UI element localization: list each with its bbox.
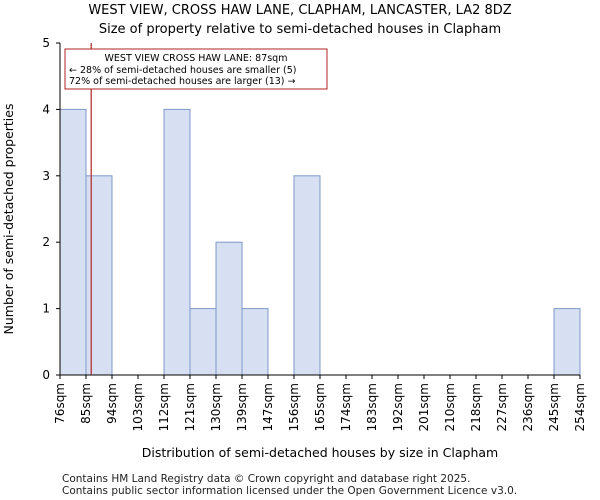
y-axis-title: Number of semi-detached properties [1, 104, 16, 335]
x-tick-label: 112sqm [157, 383, 171, 431]
histogram-bar [215, 241, 243, 376]
x-tick-label: 236sqm [521, 383, 535, 431]
x-tick-label: 227sqm [495, 383, 509, 431]
annotation-box [64, 48, 328, 90]
x-tick-label: 254sqm [573, 383, 587, 431]
y-tick-label: 3 [42, 169, 50, 183]
x-tick-label: 210sqm [443, 383, 457, 431]
x-tick-label: 76sqm [53, 383, 67, 424]
y-tick-label: 5 [42, 36, 50, 50]
x-tick-label: 245sqm [547, 383, 561, 431]
x-tick-label: 218sqm [469, 383, 483, 431]
x-tick-label: 103sqm [131, 383, 145, 431]
y-tick-label: 0 [42, 368, 50, 382]
histogram-bar [241, 308, 269, 376]
histogram-bar [553, 308, 581, 376]
histogram-bar [59, 108, 87, 376]
x-tick-label: 174sqm [339, 383, 353, 431]
y-tick-label: 1 [42, 302, 50, 316]
x-tick-label: 201sqm [417, 383, 431, 431]
histogram-bar [293, 175, 321, 376]
annotation-title: WEST VIEW CROSS HAW LANE: 87sqm [105, 53, 288, 64]
annotation-smaller: ← 28% of semi-detached houses are smalle… [69, 65, 297, 76]
footer-licence: Contains public sector information licen… [62, 485, 518, 497]
x-tick-label: 121sqm [183, 383, 197, 431]
histogram-bar [163, 108, 191, 376]
histogram-bar [85, 175, 113, 376]
x-tick-label: 156sqm [287, 383, 301, 431]
footer-copyright: Contains HM Land Registry data © Crown c… [62, 473, 471, 485]
x-tick-label: 183sqm [365, 383, 379, 431]
x-tick-label: 85sqm [79, 383, 93, 424]
x-axis-title: Distribution of semi-detached houses by … [142, 445, 498, 460]
y-tick-label: 4 [42, 102, 50, 116]
x-tick-label: 147sqm [261, 383, 275, 431]
chart-title-line-2: Size of property relative to semi-detach… [98, 22, 502, 37]
y-tick-label: 2 [42, 235, 50, 249]
x-tick-label: 165sqm [313, 383, 327, 431]
x-tick-label: 94sqm [105, 383, 119, 424]
annotation-larger: 72% of semi-detached houses are larger (… [69, 76, 296, 87]
chart-title-line-1: WEST VIEW, CROSS HAW LANE, CLAPHAM, LANC… [88, 3, 512, 18]
x-tick-label: 130sqm [209, 383, 223, 431]
histogram-bar [189, 308, 217, 376]
x-tick-label: 192sqm [391, 383, 405, 431]
x-tick-label: 139sqm [235, 383, 249, 431]
